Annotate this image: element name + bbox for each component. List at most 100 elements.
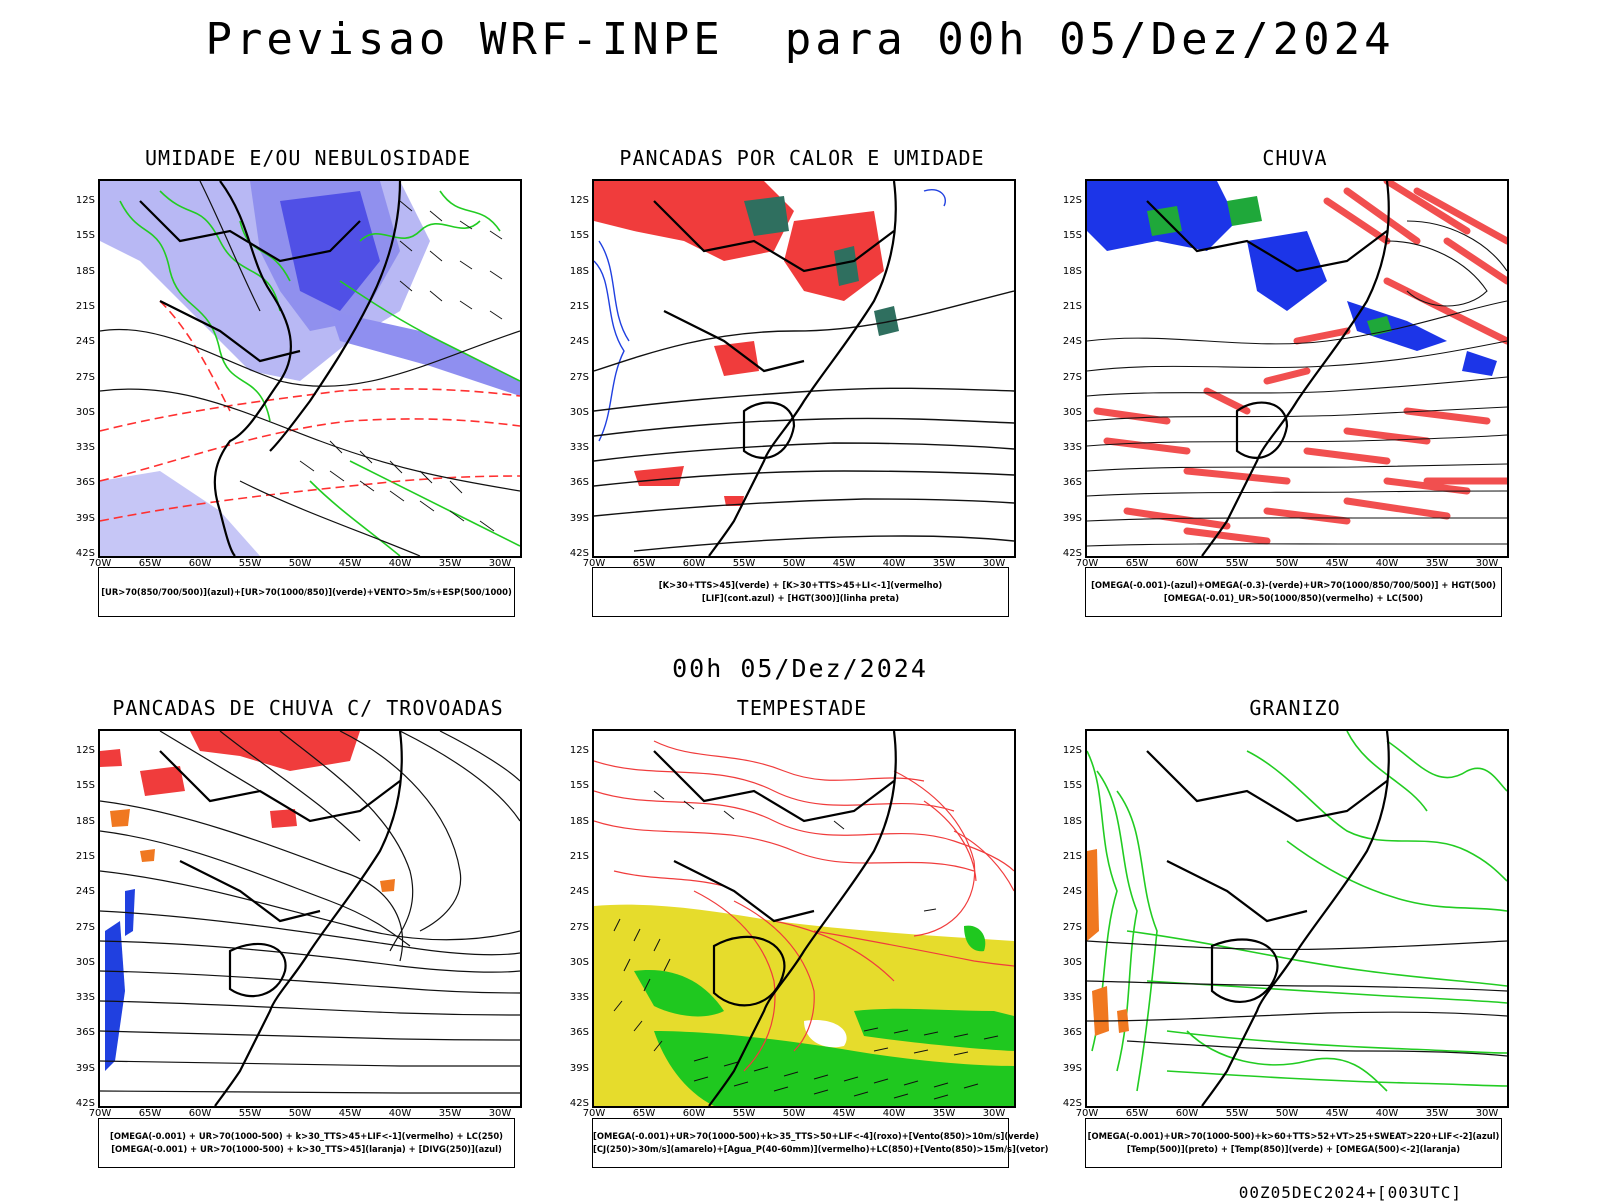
lat-tick-label: 30S (1062, 406, 1082, 418)
instability-red-areas (594, 181, 884, 506)
map-umidade[interactable] (98, 179, 522, 558)
lat-tick-label: 36S (1062, 1027, 1082, 1039)
lat-tick-label: 18S (569, 265, 589, 277)
forecast-time-label: 00h 05/Dez/2024 (672, 654, 928, 683)
lat-tick-label: 30S (569, 406, 589, 418)
lat-tick-label: 21S (569, 300, 589, 312)
legend-line-2: [OMEGA(-0.01)_UR>50(1000/850)(vermelho) … (1163, 593, 1424, 603)
lat-tick-label: 18S (1062, 815, 1082, 827)
lon-tick-label: 45W (338, 558, 362, 569)
lon-tick-label: 60W (682, 558, 706, 569)
lat-tick-label: 21S (75, 850, 95, 862)
lat-tick-label: 27S (569, 921, 589, 933)
legend-line-1: [K>30+TTS>45](verde) + [K>30+TTS>45+LI<-… (658, 580, 943, 590)
lon-tick-label: 50W (1275, 558, 1299, 569)
lon-tick-label: 70W (582, 558, 606, 569)
lat-tick-label: 27S (1062, 921, 1082, 933)
coastline-borders (139, 181, 402, 556)
map-chuva[interactable] (1085, 179, 1509, 558)
legend-line-2: [LIF](cont.azul) + [HGT(300)](linha pret… (701, 593, 900, 603)
lon-tick-label: 30W (982, 1108, 1006, 1119)
lon-tick-label: 50W (288, 558, 312, 569)
lat-tick-label: 21S (75, 300, 95, 312)
lon-tick-label: 70W (88, 1108, 112, 1119)
lon-tick-label: 50W (782, 558, 806, 569)
legend-line-2: [CJ(250)>30m/s](amarelo)+[Agua_P(40-60mm… (593, 1144, 1049, 1154)
main-title: Previsao WRF-INPE para 00h 05/Dez/2024 (205, 14, 1395, 65)
lon-tick-label: 35W (932, 558, 956, 569)
omega-orange-areas (1087, 849, 1129, 1036)
lon-tick-label: 55W (732, 1108, 756, 1119)
legend-umidade: [UR>70(850/700/500)](azul)+[UR>70(1000/8… (98, 567, 515, 617)
lat-tick-label: 24S (1062, 886, 1082, 898)
lon-tick-label: 35W (1425, 558, 1449, 569)
lat-tick-label: 27S (75, 371, 95, 383)
lon-tick-label: 35W (932, 1108, 956, 1119)
lon-tick-label: 35W (438, 558, 462, 569)
legend-line-1: [UR>70(850/700/500)](azul)+[UR>70(1000/8… (101, 586, 512, 597)
lat-tick-label: 12S (569, 745, 589, 756)
lat-tick-label: 12S (569, 195, 589, 206)
lon-tick-label: 35W (1425, 1108, 1449, 1119)
wind-vectors (613, 790, 999, 1100)
lat-tick-label: 42S (569, 1098, 589, 1109)
lat-tick-label: 12S (75, 745, 95, 756)
map-granizo[interactable] (1085, 729, 1509, 1108)
lon-tick-label: 40W (882, 1108, 906, 1119)
legend-line-2: [Temp(500)](preto) + [Temp(850)](verde) … (1126, 1144, 1461, 1154)
lon-tick-label: 55W (238, 1108, 262, 1119)
lon-tick-label: 55W (1225, 558, 1249, 569)
lat-tick-label: 27S (75, 921, 95, 933)
lat-tick-label: 42S (569, 548, 589, 559)
lon-tick-label: 50W (288, 1108, 312, 1119)
lon-tick-label: 45W (338, 1108, 362, 1119)
lat-tick-label: 12S (75, 195, 95, 206)
lon-tick-label: 30W (982, 558, 1006, 569)
coastline-borders (653, 181, 897, 556)
legend-tempestade: [OMEGA(-0.001)+UR>70(1000-500)+k>35_TTS>… (592, 1118, 1049, 1168)
precipitable-water-red-contours (594, 740, 1014, 1072)
lon-tick-label: 65W (138, 558, 162, 569)
lon-tick-label: 55W (1225, 1108, 1249, 1119)
lat-tick-label: 33S (569, 992, 589, 1004)
coastline-borders (1146, 731, 1390, 1106)
lat-tick-label: 39S (1062, 512, 1082, 524)
lat-tick-label: 18S (75, 265, 95, 277)
lat-tick-label: 15S (569, 780, 589, 792)
lat-tick-label: 18S (75, 815, 95, 827)
lat-tick-label: 39S (75, 512, 95, 524)
legend-line-1: [OMEGA(-0.001)+UR>70(1000-500)+k>60+TTS>… (1087, 1131, 1500, 1141)
lon-tick-label: 60W (1175, 1108, 1199, 1119)
lat-tick-label: 33S (75, 442, 95, 454)
panel-title: UMIDADE E/OU NEBULOSIDADE (144, 146, 472, 170)
legend-trovoadas: [OMEGA(-0.001) + UR>70(1000-500) + k>30_… (98, 1118, 515, 1168)
map-pancadas[interactable] (592, 179, 1016, 558)
lat-tick-label: 15S (75, 230, 95, 242)
lon-tick-label: 65W (138, 1108, 162, 1119)
lat-tick-label: 15S (1062, 230, 1082, 242)
lat-tick-label: 18S (569, 815, 589, 827)
map-tempestade[interactable] (592, 729, 1016, 1108)
lon-tick-label: 60W (188, 558, 212, 569)
lon-tick-label: 40W (882, 558, 906, 569)
hgt300-contours (594, 290, 1014, 552)
temp850-green-contours (1087, 731, 1507, 1092)
lat-tick-label: 30S (569, 956, 589, 968)
lon-tick-label: 70W (88, 558, 112, 569)
lat-tick-label: 36S (569, 1027, 589, 1039)
lon-tick-label: 30W (488, 1108, 512, 1119)
lat-tick-label: 15S (569, 230, 589, 242)
coastline-borders (159, 731, 403, 1106)
lif-blue-contours (594, 189, 946, 442)
lat-tick-label: 21S (1062, 300, 1082, 312)
lat-tick-label: 36S (75, 1027, 95, 1039)
legend-chuva: [OMEGA(-0.001)-(azul)+OMEGA(-0.3)-(verde… (1085, 567, 1502, 617)
lon-tick-label: 70W (1075, 558, 1099, 569)
rain-red-bands (1093, 181, 1507, 545)
lon-tick-label: 60W (682, 1108, 706, 1119)
map-trovoadas[interactable] (98, 729, 522, 1108)
lat-tick-label: 36S (1062, 477, 1082, 489)
panel-title-tempestade: TEMPESTADE (736, 696, 868, 720)
lon-tick-label: 30W (488, 558, 512, 569)
lon-tick-label: 40W (1375, 558, 1399, 569)
